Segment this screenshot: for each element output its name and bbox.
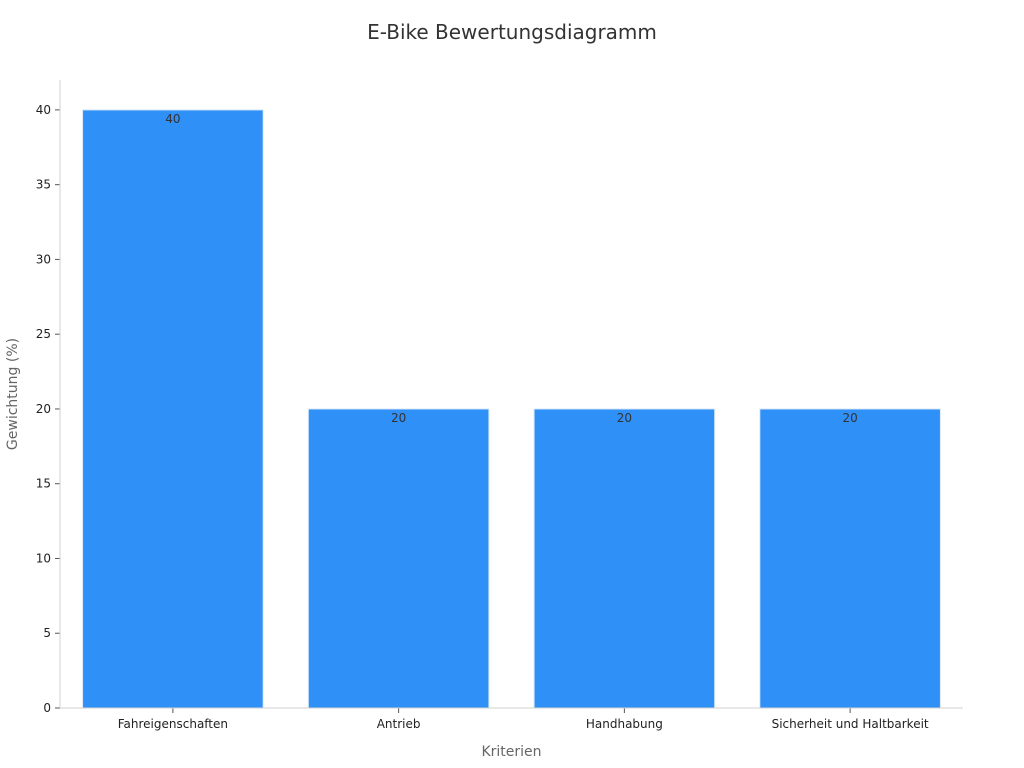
bar-value-label: 40 [165,112,180,126]
y-tick-label: 10 [36,551,51,565]
chart-title: E-Bike Bewertungsdiagramm [367,20,657,44]
bar-value-label: 20 [842,411,857,425]
y-axis-ticks: 0 5 10 15 20 25 30 35 40 [36,103,60,715]
x-tick-label: Handhabung [586,717,663,731]
x-axis-ticks: Fahreigenschaften Antrieb Handhabung Sicher… [118,708,929,731]
y-tick-label: 25 [36,327,51,341]
x-axis-title: Kriterien [481,744,541,760]
x-tick-label: Antrieb [377,717,421,731]
bar-value-label: 20 [391,411,406,425]
bars: 40 20 20 20 [82,109,941,709]
bar [533,408,716,709]
y-tick-label: 15 [36,477,51,491]
bar [759,408,941,709]
y-axis-title: Gewichtung (%) [5,338,21,450]
y-tick-label: 20 [36,402,51,416]
y-tick-label: 0 [43,701,51,715]
x-tick-label: Sicherheit und Haltbarkeit [772,717,929,731]
y-tick-label: 5 [43,626,51,640]
bar [307,408,490,709]
y-tick-label: 40 [36,103,51,117]
x-tick-label: Fahreigenschaften [118,717,228,731]
bar [82,109,264,709]
y-tick-label: 35 [36,178,51,192]
bar-value-label: 20 [617,411,632,425]
y-tick-label: 30 [36,252,51,266]
